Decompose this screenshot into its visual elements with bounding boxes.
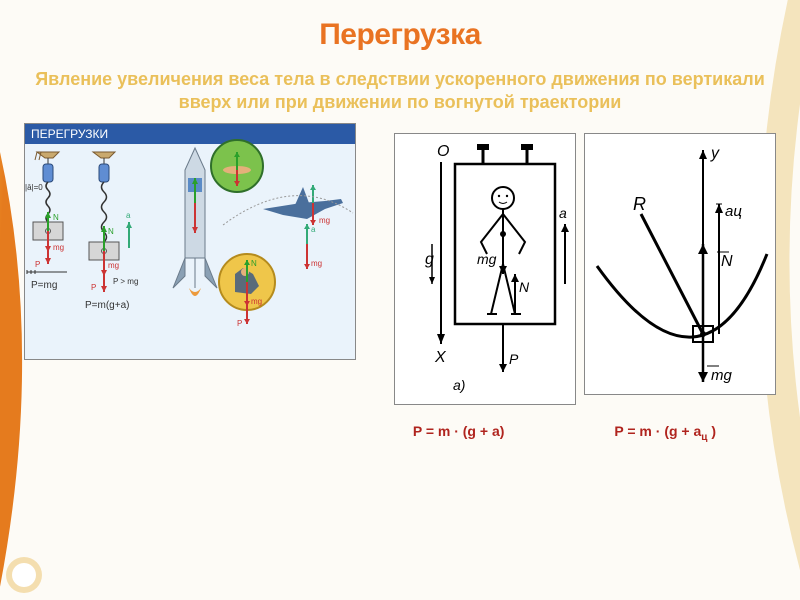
svg-text:mg: mg (311, 259, 322, 268)
svg-text:P: P (509, 351, 519, 367)
page-title: Перегрузка (24, 18, 776, 52)
formula-elevator: P = m · (g + a) (413, 423, 505, 443)
figure-overload-examples: ПЕРЕГРУЗКИ N mg P |ā|=0 P=mg N mg P a P … (24, 123, 356, 360)
figure-row: ПЕРЕГРУЗКИ N mg P |ā|=0 P=mg N mg P a P … (24, 123, 776, 405)
svg-text:mg: mg (53, 243, 64, 252)
svg-text:N: N (251, 259, 257, 268)
svg-text:N: N (53, 213, 59, 222)
svg-text:R: R (633, 194, 646, 214)
svg-text:X: X (434, 349, 447, 366)
svg-text:P > mg: P > mg (113, 277, 138, 286)
svg-text:a: a (126, 211, 131, 220)
svg-text:P: P (91, 283, 96, 292)
svg-text:N: N (108, 227, 114, 236)
svg-text:mg: mg (108, 261, 119, 270)
svg-text:|ā|=0: |ā|=0 (25, 183, 43, 192)
figure-elevator: O g X mg N a P a) (394, 133, 576, 405)
svg-text:P: P (35, 260, 40, 269)
svg-text:P=m(g+a): P=m(g+a) (85, 300, 129, 311)
svg-text:a: a (559, 205, 567, 221)
figure-concave-trajectory: y R aц N mg (584, 133, 776, 395)
svg-text:mg: mg (711, 367, 732, 384)
svg-text:a): a) (453, 377, 465, 393)
svg-text:N: N (721, 253, 733, 270)
svg-text:mg: mg (251, 297, 262, 306)
formula-concave: P = m · (g + aц ) (614, 423, 716, 443)
svg-text:mg: mg (477, 251, 497, 267)
svg-text:aц: aц (725, 203, 742, 220)
svg-text:P: P (237, 319, 242, 328)
svg-text:a: a (311, 225, 316, 234)
subtitle: Явление увеличения веса тела в следствии… (24, 68, 776, 115)
svg-text:P=mg: P=mg (31, 280, 57, 291)
fig-left-header: ПЕРЕГРУЗКИ (31, 127, 108, 141)
svg-text:N: N (519, 279, 530, 295)
formula-row: P = m · (g + a) P = m · (g + aц ) (24, 423, 776, 443)
svg-text:mg: mg (319, 216, 330, 225)
svg-text:O: O (437, 143, 449, 160)
svg-text:y: y (710, 145, 720, 162)
